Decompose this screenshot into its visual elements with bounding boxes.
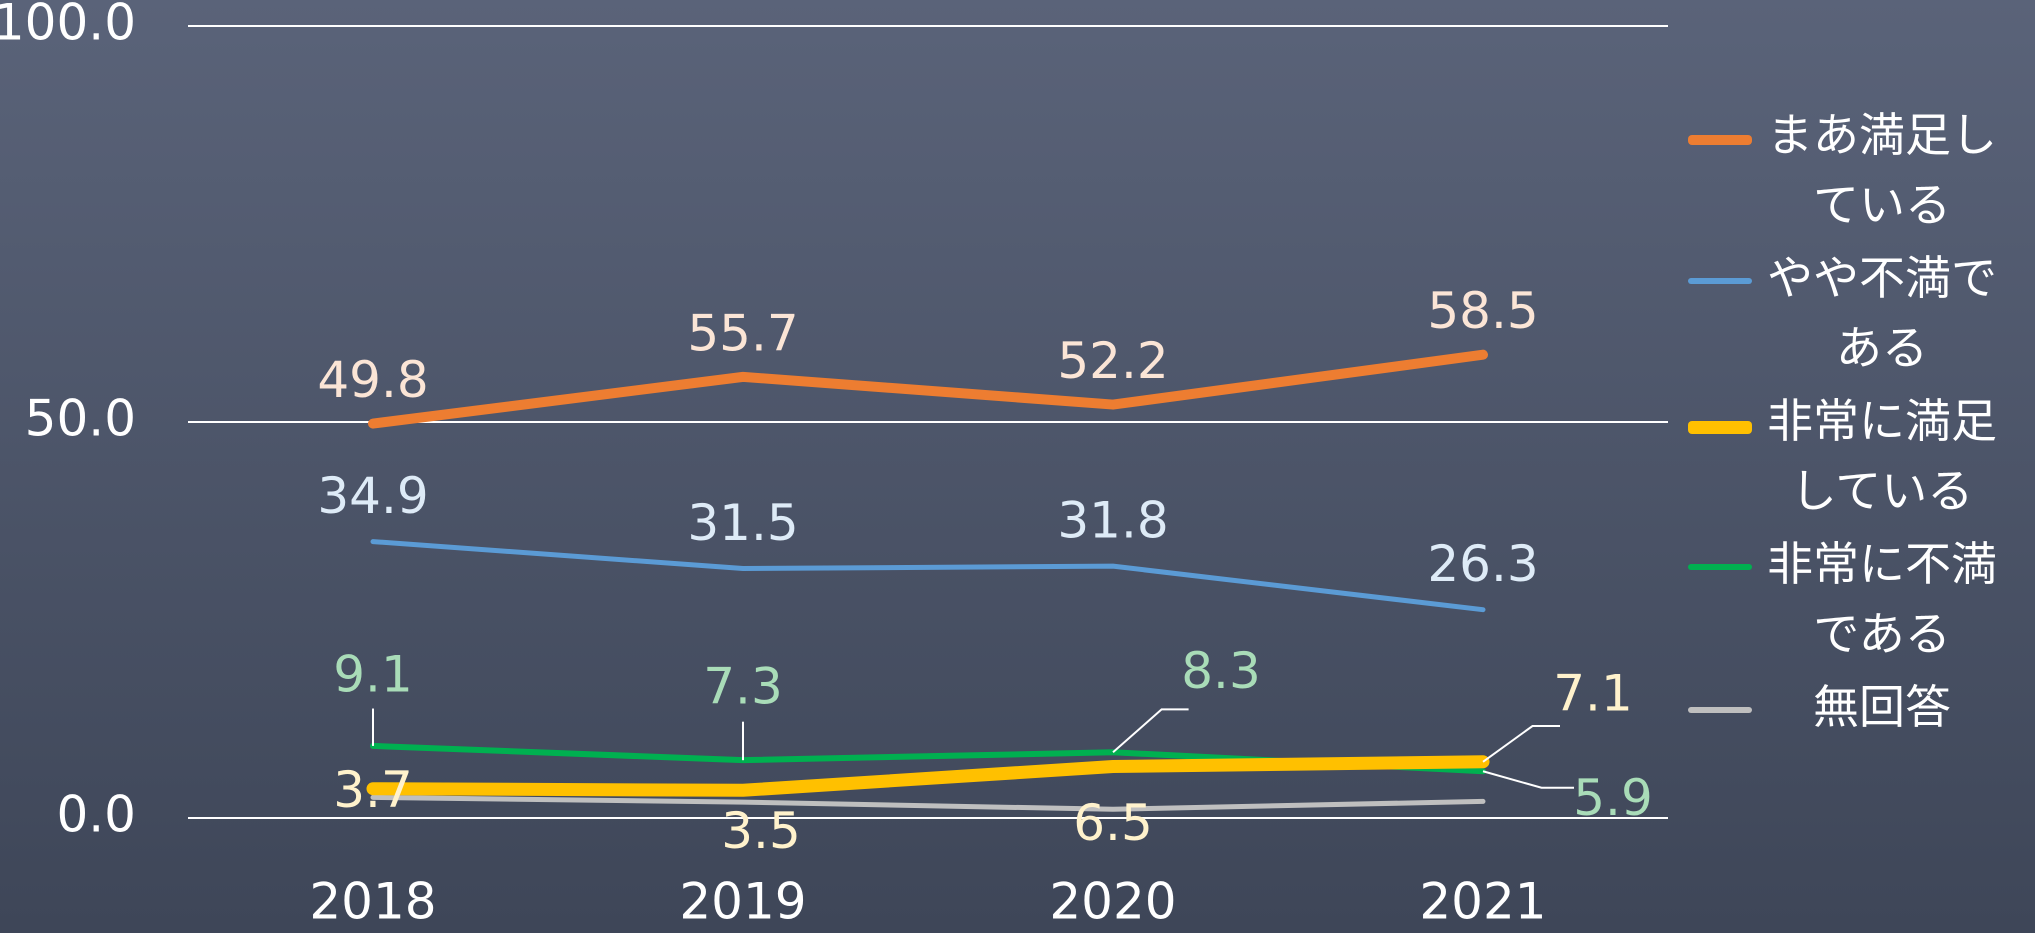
- legend-swatch: [1688, 564, 1752, 570]
- series-line: [366, 755, 1490, 797]
- data-label: 5.9: [1573, 769, 1653, 827]
- data-label: 6.5: [1073, 794, 1153, 852]
- data-label: 55.7: [687, 304, 798, 362]
- legend-label: 非常に満足している: [1767, 394, 1997, 518]
- data-label: 8.3: [1181, 642, 1261, 700]
- legend-item: 非常に満足している: [1688, 394, 2028, 539]
- legend-label: まあ満足している: [1767, 108, 1997, 232]
- data-label: 7.1: [1553, 664, 1633, 722]
- data-label: 31.5: [687, 494, 798, 552]
- chart: 0.0 50.0 100.0 2018 2019 2020 2021 49.8 55.7 52.2…: [0, 0, 1653, 931]
- data-label: 7.3: [703, 658, 783, 716]
- x-tick-label: 2021: [1419, 873, 1546, 931]
- x-tick-label: 2020: [1049, 873, 1176, 931]
- data-label: 52.2: [1057, 332, 1168, 390]
- data-label: 3.7: [333, 761, 413, 819]
- data-label: 58.5: [1427, 282, 1538, 340]
- legend-swatch: [1688, 707, 1752, 713]
- legend-label: やや不満である: [1767, 251, 1997, 375]
- x-tick-label: 2018: [309, 873, 436, 931]
- y-tick-label: 50.0: [25, 390, 136, 448]
- legend-label: 非常に不満である: [1767, 537, 1997, 661]
- series-line: [368, 349, 1488, 429]
- data-label: 3.5: [721, 802, 801, 860]
- leader-line: [1112, 708, 1189, 754]
- data-label: 26.3: [1427, 535, 1538, 593]
- legend: まあ満足している やや不満である 非常に満足している 非常に不満である無回答: [1688, 108, 2028, 825]
- legend-item: やや不満である: [1688, 251, 2028, 396]
- legend-item: 無回答: [1688, 680, 2028, 825]
- y-tick-label: 100.0: [0, 0, 136, 52]
- legend-item: 非常に不満である: [1688, 537, 2028, 682]
- data-label: 31.8: [1057, 492, 1168, 550]
- legend-swatch: [1688, 421, 1752, 434]
- legend-swatch: [1688, 278, 1752, 284]
- data-label: 49.8: [317, 351, 428, 409]
- data-label: 9.1: [333, 645, 413, 703]
- series-line: [370, 794, 1486, 812]
- y-tick-label: 0.0: [56, 786, 136, 844]
- leader-line: [1482, 770, 1574, 789]
- x-tick-label: 2019: [679, 873, 806, 931]
- legend-item: まあ満足している: [1688, 108, 2028, 253]
- legend-label: 無回答: [1813, 680, 1951, 734]
- leader-line: [1482, 725, 1560, 763]
- legend-swatch: [1688, 135, 1752, 145]
- series-line: [370, 539, 1486, 613]
- data-label: 34.9: [317, 467, 428, 525]
